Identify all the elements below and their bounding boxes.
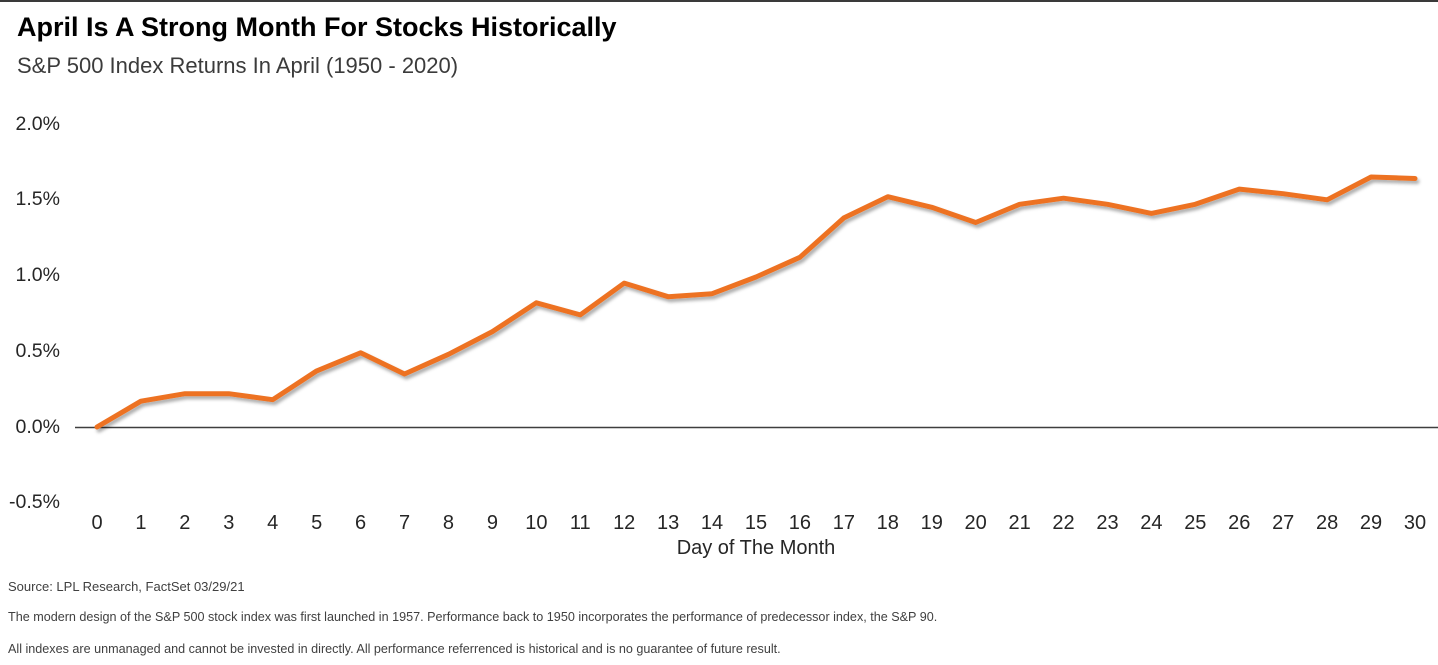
x-tick-label: 18 (876, 512, 899, 534)
x-tick-label: 2 (179, 512, 191, 534)
x-tick-label: 7 (398, 512, 411, 534)
x-tick-label: 17 (832, 512, 855, 534)
y-tick-label: -0.5% (9, 491, 60, 514)
x-tick-label: 16 (788, 512, 812, 534)
x-tick-label: 4 (267, 512, 279, 534)
x-tick-label: 27 (1272, 512, 1295, 534)
x-tick-label: 30 (1403, 512, 1427, 534)
x-tick-label: 24 (1140, 512, 1163, 534)
x-tick-label: 6 (355, 512, 367, 534)
x-tick-label: 0 (91, 512, 103, 534)
x-tick-label: 23 (1096, 512, 1119, 534)
y-tick-label: 2.0% (15, 112, 60, 135)
x-tick-label: 25 (1184, 512, 1207, 534)
x-tick-label: 15 (744, 512, 768, 534)
x-tick-label: 29 (1359, 512, 1383, 534)
x-tick-label: 28 (1315, 512, 1339, 534)
page-title: April Is A Strong Month For Stocks Histo… (17, 12, 617, 42)
x-tick-label: 11 (569, 512, 591, 534)
x-tick-label: 12 (613, 512, 636, 534)
y-tick-label: 0.5% (15, 339, 60, 362)
x-axis-title: Day of The Month (676, 537, 836, 559)
x-tick-label: 22 (1052, 512, 1075, 534)
x-tick-label: 14 (700, 512, 724, 534)
x-tick-label: 13 (657, 512, 680, 534)
y-tick-label: 1.5% (15, 188, 60, 211)
x-tick-label: 26 (1228, 512, 1251, 534)
sp500-april-returns-line (94, 174, 1418, 430)
disclosure-note-2: All indexes are unmanaged and cannot be … (8, 642, 781, 656)
x-tick-label: 19 (920, 512, 943, 534)
x-tick-label: 9 (486, 512, 498, 534)
source-note: Source: LPL Research, FactSet 03/29/21 (8, 579, 245, 594)
x-tick-label: 5 (311, 512, 323, 534)
y-tick-label: 1.0% (15, 264, 60, 286)
x-tick-label: 10 (525, 512, 548, 534)
x-tick-label: 20 (964, 512, 987, 534)
disclosure-note-1: The modern design of the S&P 500 stock i… (8, 610, 938, 624)
x-tick-label: 3 (223, 512, 235, 534)
y-tick-label: 0.0% (15, 415, 60, 438)
x-tick-label: 1 (135, 512, 147, 534)
page-subtitle: S&P 500 Index Returns In April (1950 - 2… (17, 53, 459, 78)
x-tick-label: 8 (442, 512, 455, 534)
x-tick-label: 21 (1008, 512, 1031, 534)
